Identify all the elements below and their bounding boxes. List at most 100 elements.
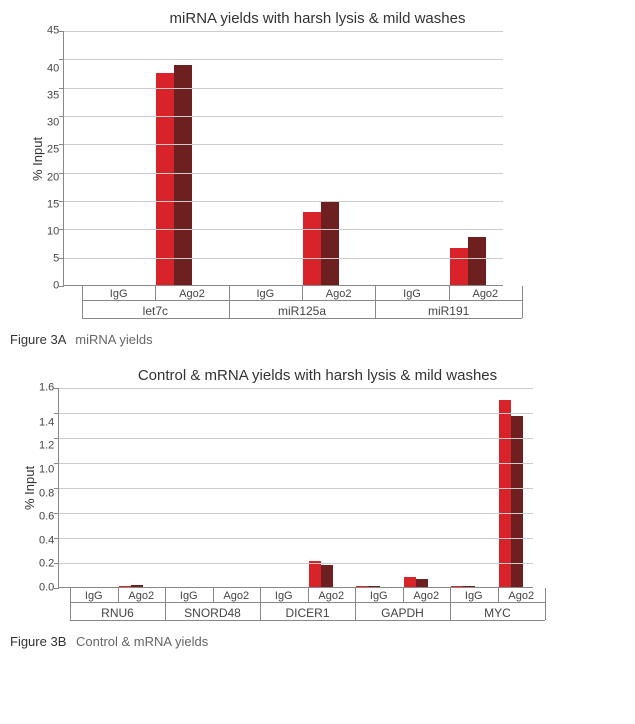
x-group-separator bbox=[355, 588, 356, 620]
grid-line bbox=[64, 88, 503, 89]
x-group-separator bbox=[82, 286, 83, 318]
y-tick-mark bbox=[59, 286, 64, 287]
y-tick-mark bbox=[59, 144, 64, 145]
x-sub-baseline bbox=[70, 602, 545, 603]
bar bbox=[119, 586, 131, 587]
y-tick-label: 1.0 bbox=[39, 464, 54, 475]
x-sub-separator bbox=[118, 588, 119, 602]
x-group-label: RNU6 bbox=[101, 606, 134, 620]
chart-a-xlabels: IgGAgo2let7cIgGAgo2miR125aIgGAgo2miR191 bbox=[82, 286, 522, 326]
figure-3b-caption: Figure 3B Control & mRNA yields bbox=[10, 634, 625, 649]
y-tick-mark bbox=[59, 88, 64, 89]
y-tick-label: 25 bbox=[47, 145, 59, 156]
grid-line bbox=[64, 201, 503, 202]
grid-line bbox=[64, 229, 503, 230]
bar bbox=[321, 201, 339, 285]
bar bbox=[450, 248, 468, 285]
y-tick-mark bbox=[54, 438, 59, 439]
y-tick-mark bbox=[59, 229, 64, 230]
y-tick-mark bbox=[59, 59, 64, 60]
bar bbox=[416, 579, 428, 587]
x-group-label: MYC bbox=[484, 606, 511, 620]
x-sub-label: IgG bbox=[110, 288, 128, 300]
chart-b-plot bbox=[58, 388, 533, 588]
bar bbox=[131, 585, 143, 588]
y-tick-label: 0.8 bbox=[39, 488, 54, 499]
figure-3a-caption-text: miRNA yields bbox=[75, 332, 152, 347]
x-sub-label: Ago2 bbox=[326, 288, 352, 300]
bar bbox=[321, 565, 333, 588]
chart-b-ylabel: % Input bbox=[20, 388, 39, 588]
y-tick-mark bbox=[59, 258, 64, 259]
chart-a-yticks: 454035302520151050 bbox=[47, 31, 63, 286]
y-tick-mark bbox=[54, 538, 59, 539]
chart-a-ylabel: % Input bbox=[28, 31, 47, 286]
x-group-baseline bbox=[70, 620, 545, 621]
x-group-separator bbox=[545, 588, 546, 620]
y-tick-label: 1.2 bbox=[39, 441, 54, 452]
bar bbox=[468, 237, 486, 285]
grid-line bbox=[59, 413, 533, 414]
grid-line bbox=[64, 116, 503, 117]
chart-b-xlabels: IgGAgo2RNU6IgGAgo2SNORD48IgGAgo2DICER1Ig… bbox=[70, 588, 545, 628]
chart-a-bars bbox=[64, 31, 503, 285]
grid-line bbox=[59, 438, 533, 439]
y-tick-label: 0.0 bbox=[39, 583, 54, 594]
grid-line bbox=[59, 463, 533, 464]
x-sub-label: IgG bbox=[370, 590, 388, 602]
grid-line bbox=[64, 59, 503, 60]
y-tick-mark bbox=[54, 513, 59, 514]
grid-line bbox=[64, 144, 503, 145]
y-tick-label: 1.6 bbox=[39, 383, 54, 394]
x-group-label: miR191 bbox=[428, 304, 469, 318]
grid-line bbox=[64, 31, 503, 32]
y-tick-mark bbox=[54, 388, 59, 389]
x-group-separator bbox=[522, 286, 523, 318]
x-sub-separator bbox=[308, 588, 309, 602]
y-tick-mark bbox=[54, 563, 59, 564]
y-tick-mark bbox=[54, 463, 59, 464]
y-tick-label: 30 bbox=[47, 118, 59, 129]
x-sub-label: IgG bbox=[180, 590, 198, 602]
figure-3a-caption: Figure 3A miRNA yields bbox=[10, 332, 625, 347]
bar bbox=[463, 586, 475, 587]
x-sub-label: Ago2 bbox=[128, 590, 154, 602]
chart-b-title: Control & mRNA yields with harsh lysis &… bbox=[10, 367, 625, 384]
y-tick-label: 1.4 bbox=[39, 417, 54, 428]
y-tick-mark bbox=[59, 31, 64, 32]
y-tick-label: 0.6 bbox=[39, 512, 54, 523]
bar bbox=[368, 586, 380, 587]
bar bbox=[499, 400, 511, 588]
bar bbox=[309, 561, 321, 587]
bar bbox=[451, 586, 463, 587]
x-group-baseline bbox=[82, 318, 522, 319]
y-tick-mark bbox=[59, 173, 64, 174]
x-group-label: let7c bbox=[143, 304, 168, 318]
x-sub-label: Ago2 bbox=[472, 288, 498, 300]
y-tick-label: 15 bbox=[47, 199, 59, 210]
x-sub-label: IgG bbox=[275, 590, 293, 602]
chart-a-plot bbox=[63, 31, 503, 286]
figure-3b-caption-label: Figure 3B bbox=[10, 634, 66, 649]
y-tick-mark bbox=[59, 116, 64, 117]
x-group-label: GAPDH bbox=[381, 606, 424, 620]
x-group-separator bbox=[260, 588, 261, 620]
grid-line bbox=[59, 563, 533, 564]
x-sub-separator bbox=[213, 588, 214, 602]
x-group-separator bbox=[450, 588, 451, 620]
chart-a-title: miRNA yields with harsh lysis & mild was… bbox=[10, 10, 625, 27]
grid-line bbox=[59, 388, 533, 389]
x-sub-label: IgG bbox=[256, 288, 274, 300]
y-tick-label: 20 bbox=[47, 172, 59, 183]
x-sub-separator bbox=[449, 286, 450, 300]
y-tick-mark bbox=[59, 201, 64, 202]
grid-line bbox=[64, 258, 503, 259]
y-tick-label: 35 bbox=[47, 91, 59, 102]
bar bbox=[511, 416, 523, 587]
figure-3a: miRNA yields with harsh lysis & mild was… bbox=[10, 10, 625, 347]
x-sub-separator bbox=[403, 588, 404, 602]
y-tick-mark bbox=[54, 413, 59, 414]
x-sub-separator bbox=[498, 588, 499, 602]
y-tick-mark bbox=[54, 588, 59, 589]
bar bbox=[404, 577, 416, 587]
